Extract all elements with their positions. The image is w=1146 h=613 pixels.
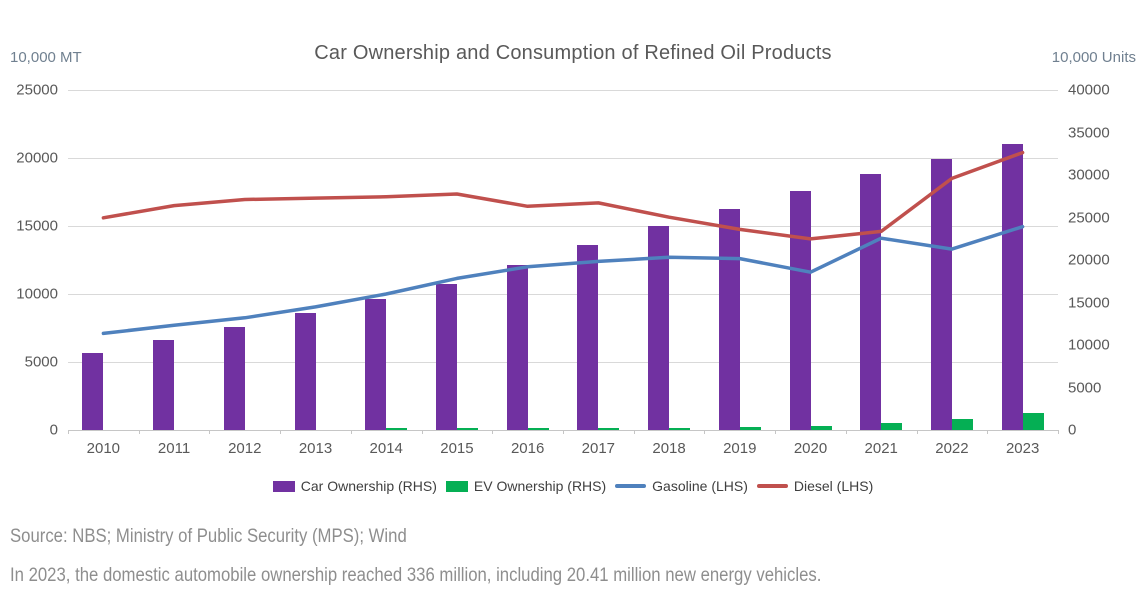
gasoline-line <box>101 224 1025 336</box>
ev-ownership-bar <box>386 428 408 430</box>
legend-swatch-car <box>272 480 295 492</box>
legend-swatch-ev <box>445 480 468 492</box>
y-axis-right-label: 30000 <box>1068 166 1110 184</box>
car-ownership-bar <box>294 313 316 430</box>
y-axis-right-label: 10000 <box>1068 336 1110 354</box>
legend-item-diesel-lhs: Diesel (LHS) <box>756 478 874 494</box>
ev-ownership-bar <box>881 423 903 430</box>
x-axis-tick <box>633 430 635 434</box>
y-axis-right-label: 0 <box>1068 421 1077 439</box>
left-axis-unit-label: 10,000 MT <box>10 49 82 66</box>
ev-ownership-bar <box>598 428 620 430</box>
x-axis-tick <box>916 430 918 434</box>
x-axis-label: 2010 <box>86 440 121 457</box>
gridline <box>68 226 1058 227</box>
ev-ownership-bar <box>951 418 973 430</box>
x-axis-label: 2016 <box>510 440 545 457</box>
gridline <box>68 362 1058 363</box>
x-axis-label: 2023 <box>1005 440 1040 457</box>
x-axis-label: 2019 <box>723 440 757 457</box>
y-axis-right-label: 25000 <box>1068 209 1110 226</box>
x-axis-label: 2014 <box>369 440 403 457</box>
x-axis-tick <box>563 430 564 434</box>
legend-item-car-ownership-rhs: Car Ownership (RHS) <box>272 478 437 494</box>
x-axis-tick <box>845 430 847 434</box>
car-ownership-bar <box>153 340 175 430</box>
ev-ownership-bar <box>1022 412 1044 430</box>
car-ownership-bar <box>506 264 528 430</box>
y-axis-left-label: 15000 <box>16 217 58 235</box>
y-axis-right-label: 5000 <box>1068 379 1102 396</box>
legend-label: Diesel (LHS) <box>793 478 874 494</box>
x-axis-label: 2018 <box>652 440 686 457</box>
x-axis-tick <box>1058 430 1059 434</box>
x-axis-label: 2012 <box>228 440 262 457</box>
y-axis-left-label: 10000 <box>16 285 58 303</box>
car-ownership-bar <box>223 327 245 430</box>
car-ownership-bar <box>577 245 599 430</box>
ev-ownership-bar <box>456 428 478 430</box>
y-axis-right-label: 20000 <box>1068 251 1110 269</box>
x-axis-label: 2022 <box>935 440 969 457</box>
x-axis-tick <box>775 430 777 434</box>
legend-line-swatch-gasoline <box>615 484 647 488</box>
source-text: Source: NBS; Ministry of Public Security… <box>10 526 407 547</box>
x-axis-tick <box>987 430 989 434</box>
y-axis-left-label: 20000 <box>16 149 58 167</box>
x-axis-tick <box>421 430 423 434</box>
x-axis-label: 2017 <box>581 440 616 457</box>
x-axis-tick <box>138 430 140 434</box>
note-text: In 2023, the domestic automobile ownersh… <box>10 565 822 586</box>
car-ownership-bar <box>648 225 670 430</box>
y-axis-left-label: 25000 <box>16 81 58 99</box>
ev-ownership-bar <box>669 427 691 430</box>
legend-label: EV Ownership (RHS) <box>473 478 607 494</box>
car-ownership-bar <box>1001 144 1023 430</box>
car-ownership-bar <box>930 158 952 430</box>
plot-area <box>68 90 1058 431</box>
legend-line-swatch-diesel <box>756 484 788 488</box>
x-axis-label: 2011 <box>157 440 191 457</box>
y-axis-left-label: 0 <box>49 421 58 439</box>
ev-ownership-bar <box>527 428 549 430</box>
gridline <box>68 158 1058 159</box>
legend-label: Car Ownership (RHS) <box>300 478 437 494</box>
diesel-line <box>101 150 1025 241</box>
x-axis-tick <box>209 430 211 434</box>
x-axis-tick <box>704 430 706 434</box>
y-axis-left-label: 5000 <box>24 353 58 371</box>
x-axis-tick <box>280 430 282 434</box>
y-axis-right-label: 35000 <box>1068 124 1110 141</box>
gridline <box>68 90 1058 91</box>
legend: Car Ownership (RHS) EV Ownership (RHS) Gas… <box>0 478 1146 494</box>
line-series-layer <box>101 150 1025 336</box>
legend-label: Gasoline (LHS) <box>652 478 748 494</box>
right-axis-unit-label: 10,000 Units <box>1051 49 1136 66</box>
ev-ownership-bar <box>810 425 832 430</box>
x-axis-tick <box>350 430 352 434</box>
legend-item-gasoline-lhs: Gasoline (LHS) <box>615 478 748 494</box>
x-axis-label: 2021 <box>864 440 898 457</box>
x-axis-label: 2013 <box>298 440 333 457</box>
x-axis-label: 2020 <box>793 440 828 457</box>
car-ownership-bar <box>860 173 882 430</box>
car-ownership-bar <box>82 352 104 430</box>
x-axis-label: 2015 <box>440 440 474 457</box>
legend-item-ev-ownership-rhs: EV Ownership (RHS) <box>445 478 607 494</box>
ev-ownership-bar <box>739 426 761 430</box>
y-axis-right-label: 40000 <box>1068 81 1110 99</box>
x-axis-tick <box>492 430 494 434</box>
chart-title: Car Ownership and Consumption of Refined… <box>314 42 832 64</box>
x-axis-tick <box>68 430 69 434</box>
car-ownership-bar <box>435 283 457 430</box>
y-axis-right-label: 15000 <box>1068 294 1110 311</box>
car-ownership-bar <box>718 209 740 430</box>
gridline <box>68 294 1058 295</box>
car-ownership-bar <box>789 191 811 430</box>
car-ownership-bar <box>365 298 387 430</box>
